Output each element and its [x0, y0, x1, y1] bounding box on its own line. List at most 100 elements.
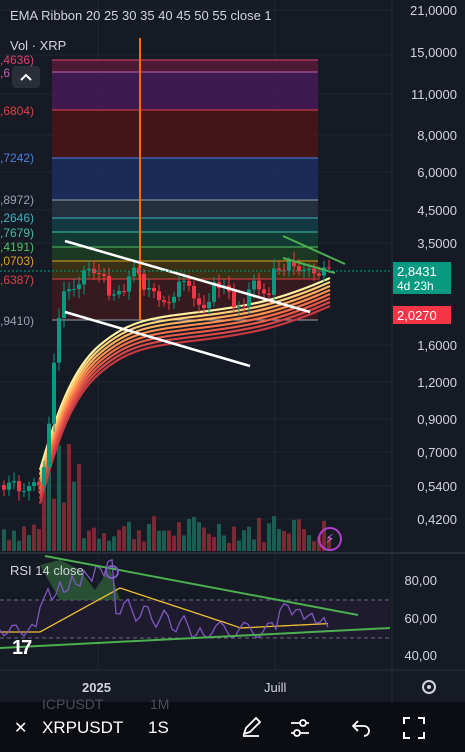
volume-bar: [17, 540, 21, 551]
fib-level-label: ,9410): [0, 314, 35, 328]
candle-body: [192, 285, 196, 299]
volume-bar: [157, 530, 161, 551]
volume-legend[interactable]: Vol · XRP: [10, 38, 67, 53]
candle-body: [252, 280, 256, 290]
fib-level-label: ,0703): [0, 254, 35, 268]
fib-level-label: ,4191): [0, 240, 35, 254]
volume-bar: [52, 498, 56, 551]
volume-bar: [127, 521, 131, 551]
candle-body: [182, 280, 186, 282]
candle-body: [152, 287, 156, 292]
volume-bar: [67, 444, 71, 551]
candle-body: [52, 362, 56, 424]
interval-button[interactable]: 1S: [148, 718, 169, 737]
candle-body: [142, 273, 146, 290]
price-axis-label: 11,0000: [410, 87, 457, 102]
volume-bar: [87, 530, 91, 551]
ema-ribbon-legend[interactable]: EMA Ribbon 20 25 30 35 40 45 50 55 close…: [10, 8, 272, 23]
candle-body: [122, 290, 126, 292]
volume-bar: [12, 530, 16, 551]
volume-bar: [57, 445, 61, 551]
candle-body: [12, 481, 16, 483]
rsi-legend[interactable]: RSI 14 close: [10, 563, 84, 578]
candle-body: [257, 280, 261, 290]
volume-bar: [267, 523, 271, 551]
candle-body: [67, 289, 71, 292]
lightning-icon[interactable]: ⚡: [318, 527, 342, 551]
volume-bar: [107, 540, 111, 551]
settings-gear-icon[interactable]: [420, 678, 438, 696]
ema-line: [38, 292, 331, 490]
price-axis-label: 6,0000: [417, 165, 457, 180]
candle-body: [87, 268, 91, 271]
volume-bar: [312, 541, 316, 551]
volume-bar: [222, 535, 226, 551]
candle-body: [292, 261, 296, 267]
candle-body: [7, 482, 11, 490]
candle-countdown: 4d 23h: [397, 279, 434, 293]
candle-body: [112, 294, 116, 296]
price-axis-label: 1,2000: [417, 375, 457, 390]
volume-bar: [112, 536, 116, 551]
candle-body: [287, 261, 291, 271]
time-label-juill: Juill: [264, 680, 287, 695]
volume-bar: [192, 517, 196, 551]
candle-body: [17, 481, 21, 492]
candle-body: [47, 423, 51, 468]
volume-bar: [217, 523, 221, 551]
volume-bar: [162, 530, 166, 551]
pen-icon[interactable]: [240, 716, 262, 743]
candle-body: [107, 275, 111, 296]
fib-level-label: ,7679): [0, 226, 35, 240]
candle-body: [132, 267, 136, 277]
candle-body: [57, 317, 61, 363]
volume-bar: [177, 522, 181, 551]
volume-bar: [247, 526, 251, 551]
volume-bar: [152, 516, 156, 551]
chart-canvas[interactable]: [0, 0, 465, 702]
fullscreen-icon[interactable]: [402, 716, 426, 745]
candle-body: [327, 267, 331, 269]
collapse-legend-button[interactable]: [12, 66, 40, 88]
volume-bar: [252, 539, 256, 551]
tradingview-logo[interactable]: 17: [12, 637, 32, 659]
candle-body: [162, 300, 166, 303]
volume-bar: [232, 526, 236, 551]
rsi-pane[interactable]: [0, 555, 391, 649]
volume-bar: [207, 533, 211, 551]
candle-body: [127, 276, 131, 292]
wedge-trendlines[interactable]: [64, 235, 346, 368]
candle-body: [167, 302, 171, 304]
candle-body: [237, 305, 241, 308]
volume-bar: [167, 530, 171, 551]
candle-body: [37, 482, 41, 486]
volume-bar: [42, 463, 46, 551]
ema-line: [38, 300, 331, 500]
candle-body: [27, 486, 31, 492]
volume-bar: [262, 542, 266, 551]
volume-bar: [27, 535, 31, 551]
volume-bar: [292, 519, 296, 551]
symbol-button[interactable]: XRPUSDT: [42, 718, 124, 737]
volume-bar: [182, 535, 186, 551]
rsi-axis-80: 80,00: [404, 573, 437, 588]
candle-body: [277, 268, 281, 271]
candle-body: [177, 281, 181, 297]
volume-bar: [147, 523, 151, 551]
volume-bar: [2, 529, 6, 551]
candle-body: [267, 293, 271, 295]
candle-body: [247, 289, 251, 307]
candle-body: [197, 298, 201, 305]
volume-bar: [172, 535, 176, 551]
close-icon[interactable]: ✕: [14, 720, 28, 737]
volume-bar: [122, 526, 126, 551]
candle-body: [322, 267, 326, 276]
undo-icon[interactable]: [350, 716, 372, 743]
candle-body: [262, 289, 266, 294]
volume-bar: [137, 530, 141, 551]
volume-bar: [37, 529, 41, 551]
fib-level-label: ,6804): [0, 104, 35, 118]
candle-body: [82, 270, 86, 285]
sliders-icon[interactable]: [289, 717, 311, 744]
current-price-value: 2,8431: [397, 264, 437, 279]
